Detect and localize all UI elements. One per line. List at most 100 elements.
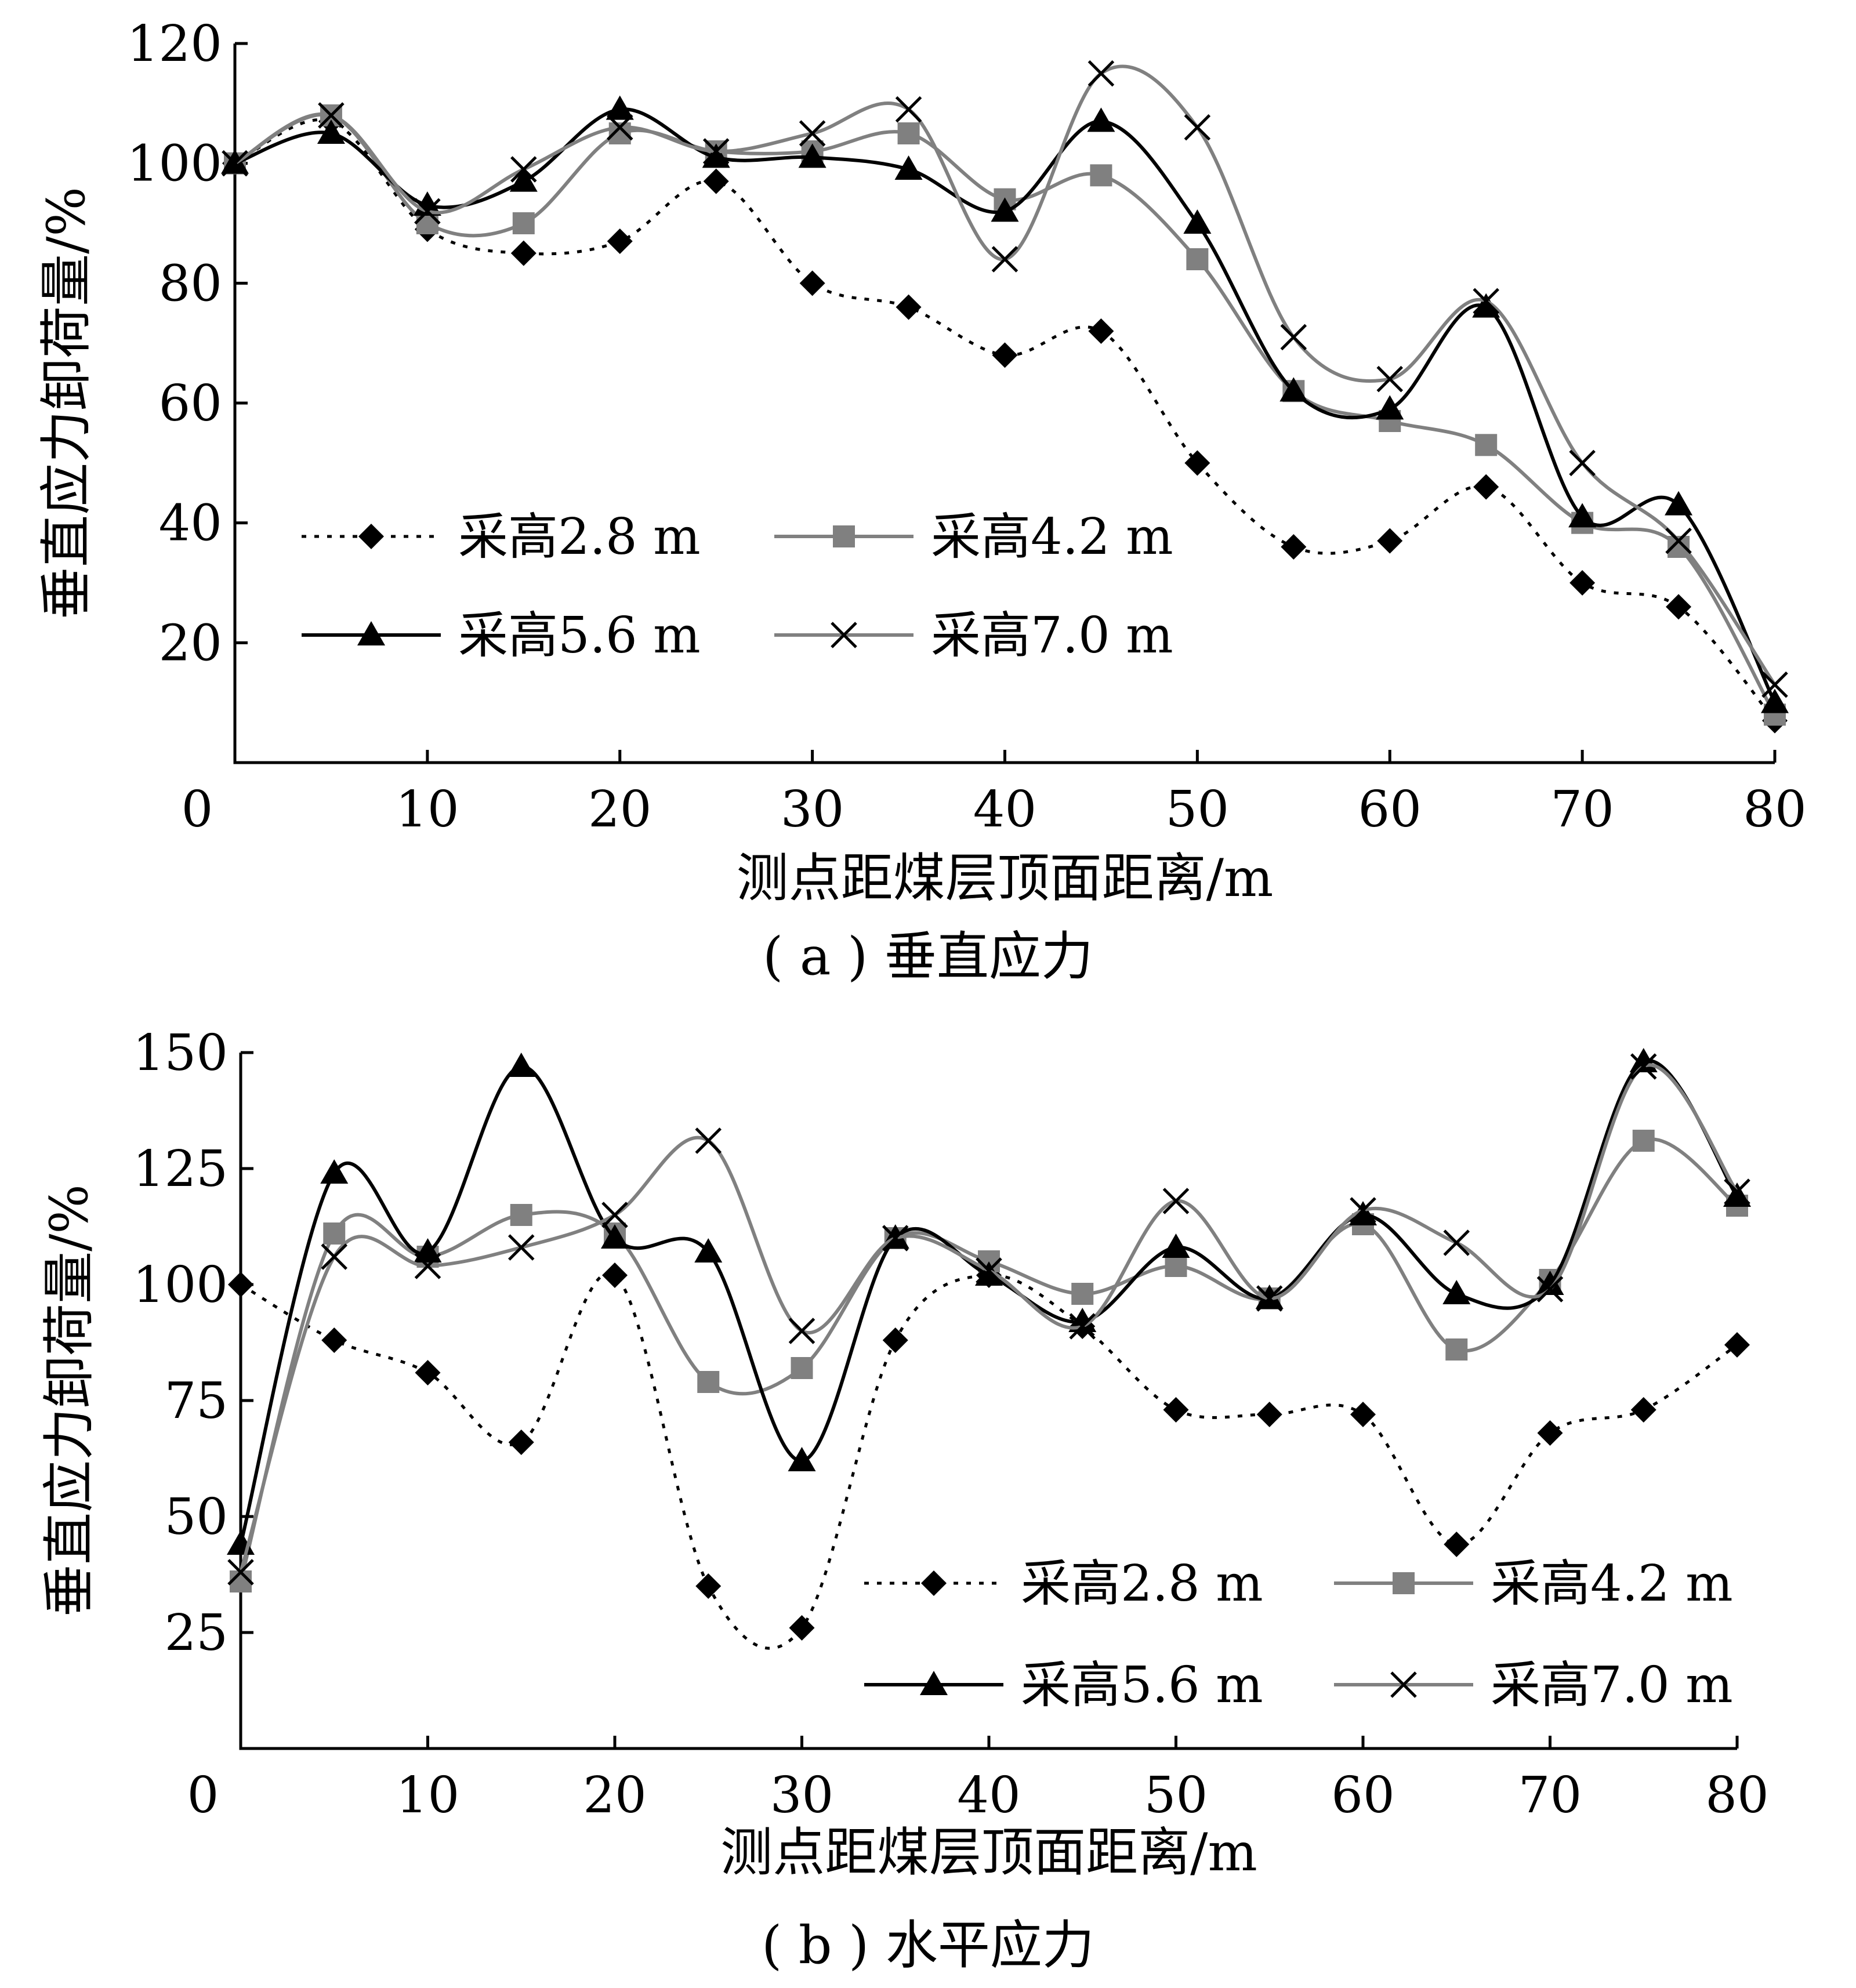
x-tick-label: 20 xyxy=(583,1766,646,1824)
data-point xyxy=(798,143,826,168)
data-point xyxy=(697,1371,720,1393)
data-point xyxy=(1724,1178,1750,1205)
data-point xyxy=(508,1430,534,1455)
series-1 xyxy=(228,1263,1750,1650)
data-point xyxy=(1473,288,1499,315)
series-4 xyxy=(222,60,1788,698)
series-line xyxy=(239,1059,1739,1545)
data-point xyxy=(1630,1397,1656,1423)
x-tick-label: 0 xyxy=(182,781,213,839)
axes xyxy=(239,1053,1737,1750)
data-point xyxy=(317,119,345,144)
legend-label: 采高2.8 m xyxy=(458,508,701,566)
legend-marker xyxy=(357,621,385,645)
y-axis-title: 垂直应力卸荷量/% xyxy=(39,1184,100,1617)
data-point xyxy=(416,212,438,234)
data-point xyxy=(1376,365,1404,393)
y-tick-label: 50 xyxy=(165,1488,228,1546)
data-point xyxy=(1630,1053,1657,1080)
data-point xyxy=(703,168,729,194)
legend-label: 采高7.0 m xyxy=(1491,1656,1733,1714)
data-point xyxy=(512,212,535,234)
data-point xyxy=(992,342,1018,368)
data-point xyxy=(1665,527,1692,554)
x-tick-label: 10 xyxy=(396,1766,459,1824)
data-point xyxy=(1442,1280,1471,1304)
data-point xyxy=(1724,1332,1750,1358)
data-point xyxy=(1569,570,1596,596)
data-point xyxy=(606,114,633,141)
series-3 xyxy=(221,95,1789,713)
data-point xyxy=(510,1204,532,1226)
data-point xyxy=(882,1225,909,1251)
data-point xyxy=(1068,1308,1097,1332)
x-tick-label: 60 xyxy=(1331,1766,1394,1824)
x-axis-title: 测点距煤层顶面距离/m xyxy=(737,848,1274,909)
y-tick-label: 25 xyxy=(165,1604,228,1662)
x-tick-label: 80 xyxy=(1705,1766,1768,1824)
data-point xyxy=(1475,434,1498,456)
data-point xyxy=(1087,107,1115,132)
data-point xyxy=(799,270,825,296)
data-point xyxy=(702,138,730,165)
x-tick-label: 40 xyxy=(957,1766,1020,1824)
y-tick-label: 80 xyxy=(159,255,222,313)
data-point xyxy=(1088,318,1114,344)
data-point xyxy=(897,122,920,144)
legend-label: 采高4.2 m xyxy=(931,508,1173,566)
x-tick-label: 40 xyxy=(973,781,1036,839)
x-axis-title: 测点距煤层顶面距离/m xyxy=(720,1822,1257,1883)
series-line xyxy=(239,1137,1738,1582)
data-point xyxy=(1473,474,1499,500)
data-point xyxy=(323,1222,346,1245)
data-point xyxy=(1632,1130,1655,1152)
y-tick-label: 120 xyxy=(127,15,222,73)
data-point xyxy=(1162,1188,1190,1214)
data-point xyxy=(702,143,730,168)
legend-marker xyxy=(921,1570,947,1596)
y-tick-label: 75 xyxy=(165,1372,228,1430)
data-point xyxy=(895,96,922,123)
data-point xyxy=(602,1263,628,1288)
data-point xyxy=(601,1202,628,1228)
data-point xyxy=(606,95,634,120)
legend-marker xyxy=(1390,1671,1417,1698)
legend-marker xyxy=(358,524,384,549)
data-point xyxy=(882,1327,908,1353)
y-tick-label: 100 xyxy=(127,135,222,193)
data-point xyxy=(1069,1313,1096,1340)
data-point xyxy=(227,1559,254,1586)
data-point xyxy=(1376,395,1404,420)
data-point xyxy=(510,240,536,266)
x-tick-label: 60 xyxy=(1358,781,1422,839)
x-tick-label: 30 xyxy=(781,781,844,839)
y-axis-title: 垂直应力卸荷量/% xyxy=(36,187,97,619)
data-point xyxy=(607,228,633,254)
data-point xyxy=(896,294,922,320)
data-point xyxy=(1761,671,1788,698)
data-point xyxy=(1443,1229,1470,1256)
figure-caption: ( b ) 水平应力 xyxy=(762,1915,1094,1976)
data-point xyxy=(1444,1532,1470,1557)
y-tick-label: 60 xyxy=(159,375,222,433)
data-point xyxy=(1162,1234,1190,1258)
data-point xyxy=(694,1238,723,1263)
data-point xyxy=(415,1360,441,1385)
series-3 xyxy=(227,1048,1751,1555)
x-tick-label: 70 xyxy=(1550,781,1614,839)
x-tick-label: 30 xyxy=(770,1766,833,1824)
data-point xyxy=(789,1615,815,1641)
x-tick-label: 20 xyxy=(588,781,651,839)
series-line xyxy=(234,112,1777,716)
y-tick-label: 125 xyxy=(133,1140,228,1198)
data-point xyxy=(799,120,826,147)
data-point xyxy=(695,1127,722,1154)
data-point xyxy=(1183,209,1212,234)
data-point xyxy=(1256,1285,1283,1312)
y-tick-label: 150 xyxy=(133,1024,228,1082)
data-point xyxy=(228,1272,253,1297)
data-point xyxy=(507,1053,535,1077)
x-tick-label: 0 xyxy=(187,1766,219,1824)
data-point xyxy=(791,1357,813,1379)
data-point xyxy=(318,102,345,129)
